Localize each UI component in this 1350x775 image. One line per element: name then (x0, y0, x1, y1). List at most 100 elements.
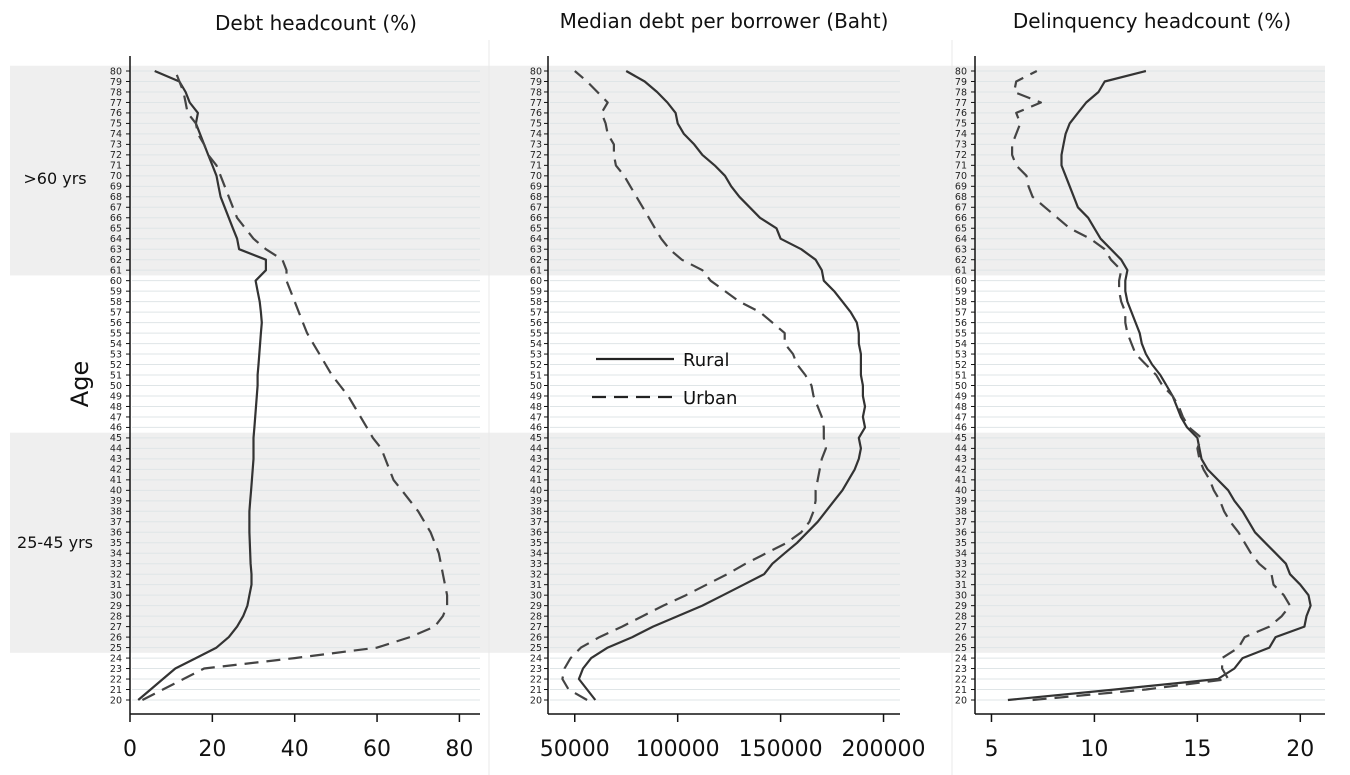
age-tick-label: 59 (530, 286, 542, 297)
age-tick-label: 32 (110, 570, 122, 581)
age-tick-label: 24 (530, 653, 542, 664)
age-tick-label: 62 (955, 255, 967, 266)
age-tick-label: 77 (110, 98, 122, 109)
age-tick-label: 68 (955, 192, 967, 203)
age-tick-label: 72 (955, 150, 967, 161)
x-tick-label: 40 (281, 737, 309, 762)
legend-label-rural: Rural (683, 350, 730, 371)
series-line-urban (141, 70, 449, 701)
age-tick-label: 30 (955, 590, 967, 601)
age-tick-label: 75 (955, 119, 967, 130)
age-tick-label: 71 (530, 161, 542, 172)
age-tick-label: 64 (530, 234, 542, 245)
age-tick-label: 28 (110, 611, 122, 622)
x-tick-label: 15 (1183, 737, 1211, 762)
age-tick-label: 29 (110, 601, 122, 612)
age-tick-label: 48 (110, 402, 122, 413)
age-tick-label: 38 (110, 507, 122, 518)
age-tick-label: 45 (955, 433, 967, 444)
age-tick-label: 24 (955, 653, 967, 664)
age-tick-label: 27 (530, 622, 542, 633)
age-tick-label: 41 (530, 475, 542, 486)
age-tick-label: 35 (955, 538, 967, 549)
age-tick-label: 38 (530, 507, 542, 518)
age-tick-label: 77 (955, 98, 967, 109)
age-tick-label: 31 (955, 580, 967, 591)
age-tick-label: 67 (530, 203, 542, 214)
age-tick-label: 41 (955, 475, 967, 486)
age-tick-label: 76 (530, 108, 542, 119)
x-tick-label: 60 (363, 737, 391, 762)
panel-separators (488, 40, 953, 775)
age-tick-label: 26 (530, 632, 542, 643)
age-tick-label: 20 (530, 695, 542, 706)
x-tick-label: 20 (198, 737, 226, 762)
age-tick-label: 76 (110, 108, 122, 119)
panel-title: Delinquency headcount (%) (1013, 9, 1291, 33)
age-tick-label: 40 (110, 486, 122, 497)
age-tick-label: 79 (530, 77, 542, 88)
series-line-rural (1007, 69, 1312, 702)
age-tick-label: 74 (530, 129, 542, 140)
age-tick-label: 64 (110, 234, 122, 245)
series-line-urban (561, 70, 827, 701)
panel-debt-headcount: Debt headcount (%) 0 20 40 60 80 (123, 11, 480, 762)
age-tick-label: 69 (530, 182, 542, 193)
age-tick-label: 44 (530, 444, 542, 455)
x-tick-label: 150000 (739, 737, 823, 762)
age-tick-label: 61 (955, 265, 967, 276)
age-tick-label: 20 (955, 695, 967, 706)
age-gridlines (132, 70, 1325, 701)
series-line-rural (577, 70, 867, 701)
age-tick-label: 37 (955, 517, 967, 528)
series-line-rural (137, 69, 267, 701)
age-tick-label: 73 (110, 140, 122, 151)
age-tick-label: 50 (110, 381, 122, 392)
legend: Rural Urban (592, 350, 737, 409)
age-tick-label: 79 (110, 77, 122, 88)
age-tick-label: 75 (530, 119, 542, 130)
age-tick-label: 22 (110, 674, 122, 685)
age-tick-label: 70 (110, 171, 122, 182)
age-tick-label: 63 (530, 245, 542, 256)
age-tick-label: 56 (110, 318, 122, 329)
age-tick-label: 68 (110, 192, 122, 203)
band-label-over-60: >60 yrs (23, 169, 86, 188)
age-tick-label: 35 (530, 538, 542, 549)
age-tick-label: 75 (110, 119, 122, 130)
series-line-urban (1011, 70, 1292, 702)
age-tick-label: 70 (955, 171, 967, 182)
panel-title: Debt headcount (%) (215, 11, 417, 35)
age-tick-label: 55 (110, 328, 122, 339)
age-tick-label: 47 (530, 412, 542, 423)
age-tick-label: 59 (955, 286, 967, 297)
age-tick-label: 59 (110, 286, 122, 297)
age-tick-label: 21 (955, 685, 967, 696)
age-tick-label: 26 (955, 632, 967, 643)
panel-series (137, 69, 449, 701)
age-tick-label: 51 (955, 370, 967, 381)
age-tick-label: 21 (110, 685, 122, 696)
x-tick-labels: 50000 100000 150000 200000 (540, 737, 926, 762)
age-tick-label: 66 (955, 213, 967, 224)
age-tick-label: 40 (530, 486, 542, 497)
age-tick-label: 34 (110, 549, 122, 560)
age-tick-label: 56 (530, 318, 542, 329)
age-tick-label: 78 (530, 87, 542, 98)
age-tick-label: 26 (110, 632, 122, 643)
age-tick-label: 47 (110, 412, 122, 423)
age-tick-label: 39 (110, 496, 122, 507)
age-tick-label: 23 (110, 664, 122, 675)
age-tick-label: 78 (955, 87, 967, 98)
age-tick-label: 74 (110, 129, 122, 140)
age-tick-label: 54 (110, 339, 122, 350)
age-tick-label: 24 (110, 653, 122, 664)
age-tick-label: 20 (110, 695, 122, 706)
x-tick-label: 200000 (842, 737, 926, 762)
age-tick-label: 44 (955, 444, 967, 455)
age-tick-label: 33 (530, 559, 542, 570)
age-tick-label: 45 (530, 433, 542, 444)
age-tick-label: 73 (530, 140, 542, 151)
age-tick-label: 34 (955, 549, 967, 560)
age-tick-label: 23 (955, 664, 967, 675)
